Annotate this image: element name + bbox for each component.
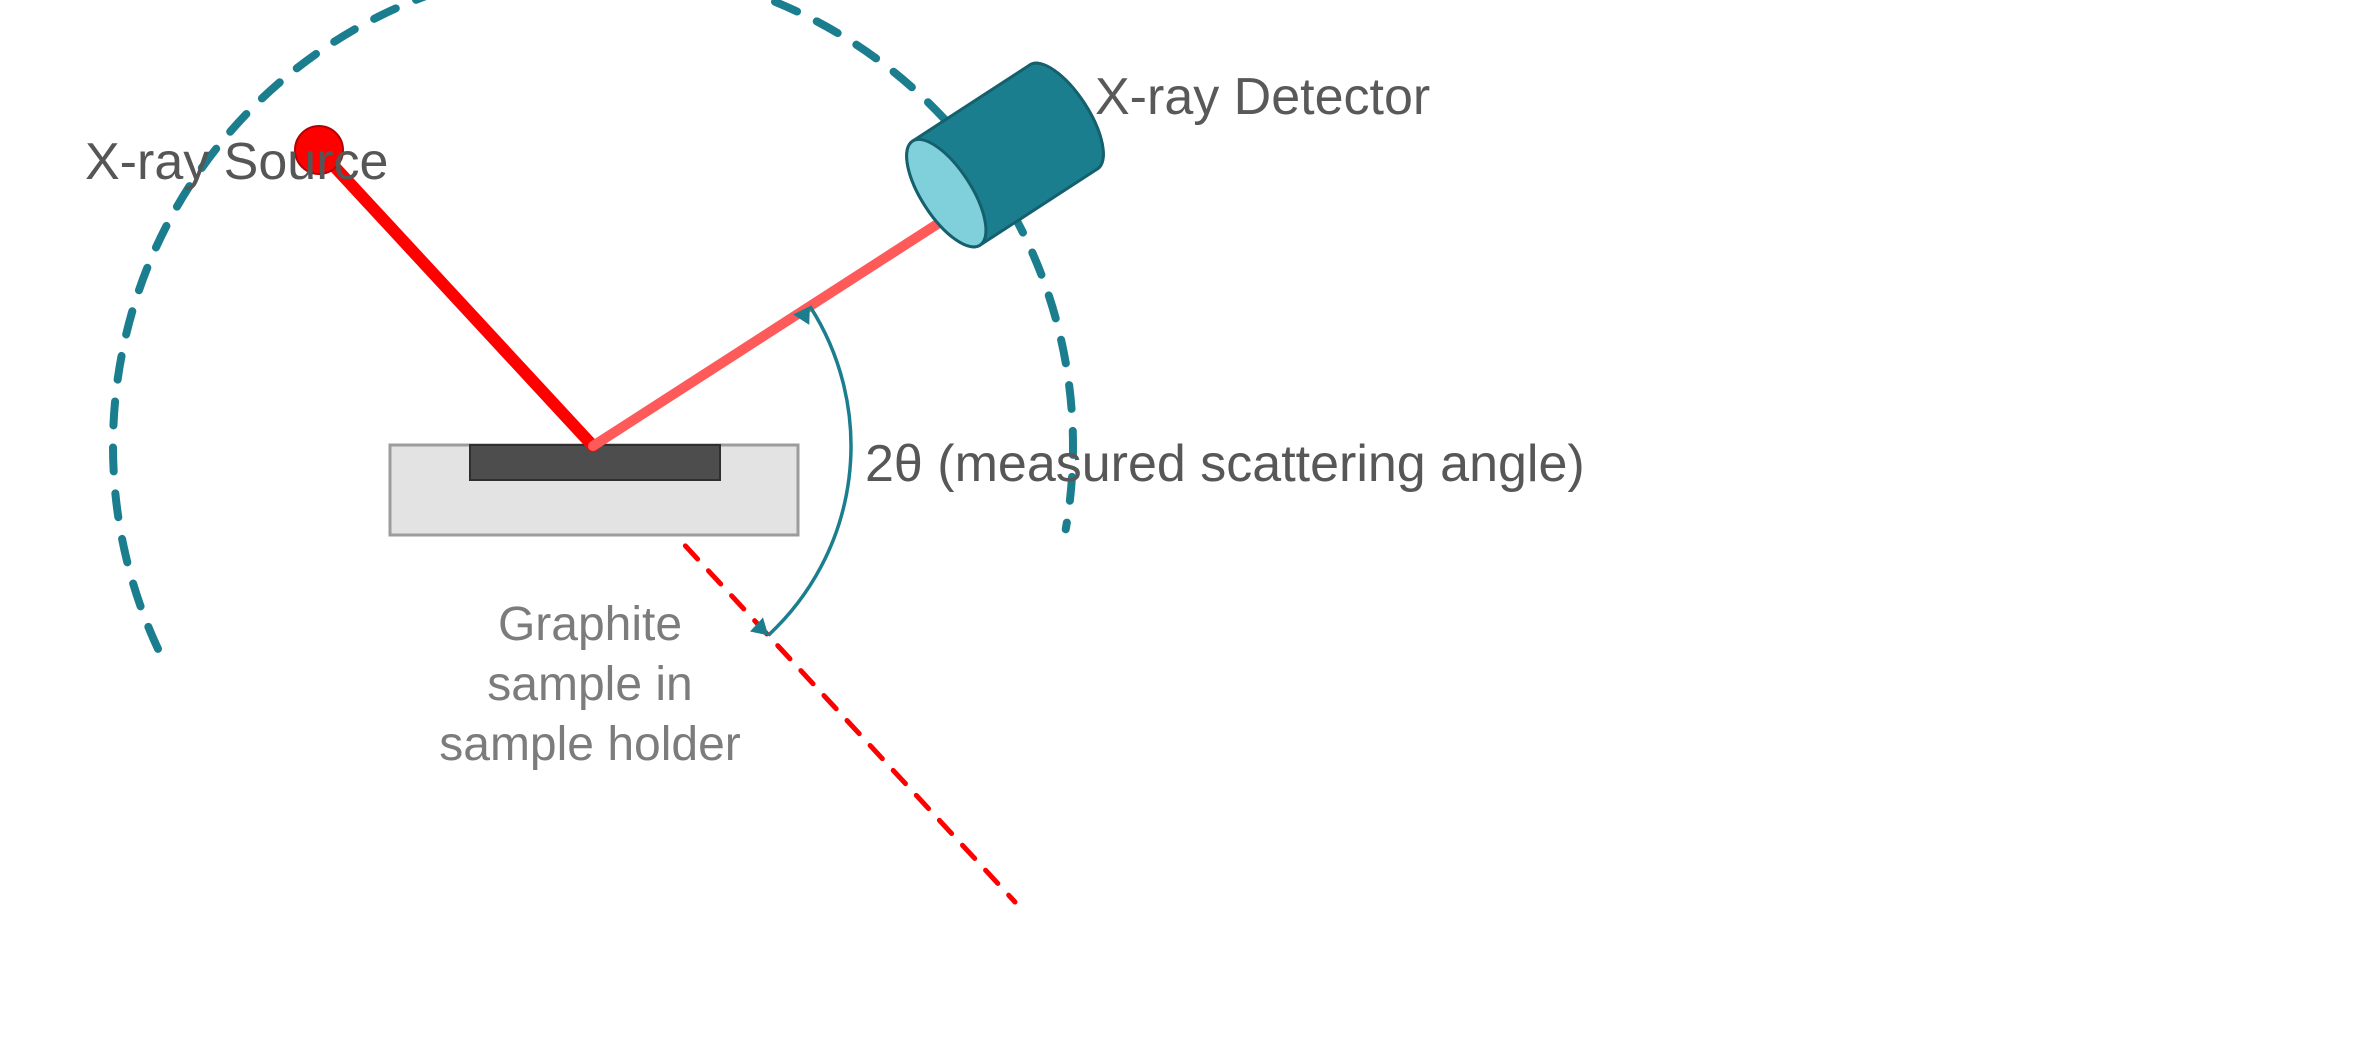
scattering-angle-label: 2θ (measured scattering angle) bbox=[865, 432, 1585, 497]
xray-source-label: X-ray Source bbox=[85, 130, 388, 195]
goniometer-arc bbox=[113, 0, 1073, 649]
xray-detector-label: X-ray Detector bbox=[1095, 65, 1430, 130]
sample-label: Graphite sample in sample holder bbox=[390, 595, 790, 775]
